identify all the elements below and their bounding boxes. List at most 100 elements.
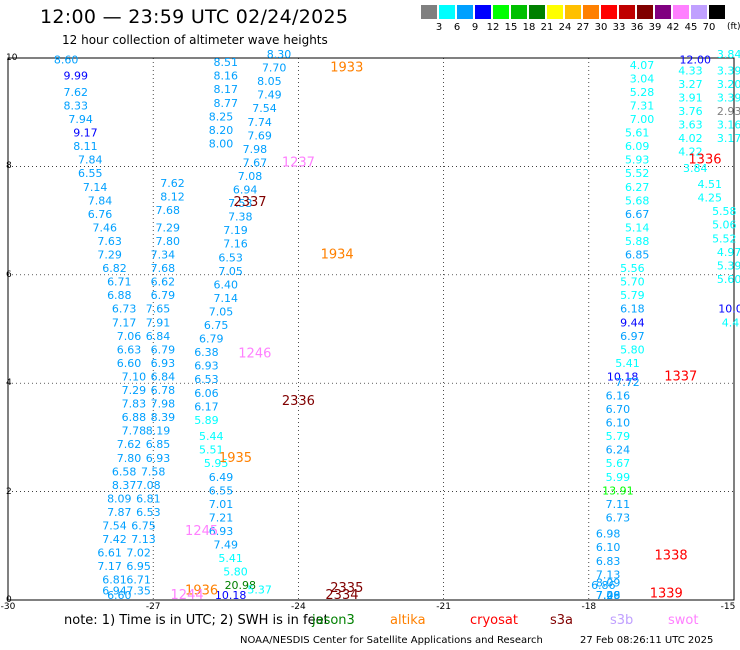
scale-swatch	[457, 5, 473, 19]
wave-height-label: 6.93	[146, 452, 171, 465]
wave-height-label: 8.30	[267, 48, 292, 61]
wave-height-label: 7.69	[247, 129, 272, 142]
scale-swatch	[511, 5, 527, 19]
wave-height-label: 2.93	[717, 105, 740, 118]
x-tick-label: -21	[436, 602, 451, 612]
wave-height-label: 7.83	[122, 398, 147, 411]
wave-height-label: 6.73	[606, 511, 631, 524]
wave-height-label: 6.71	[126, 574, 151, 587]
wave-height-label: 5.68	[625, 194, 650, 207]
pass-time-label: 1933	[330, 61, 363, 76]
y-tick-label: 2	[6, 486, 12, 497]
wave-height-label: 5.61	[625, 127, 650, 140]
wave-height-label: 5.52	[625, 167, 650, 180]
wave-height-label: 8.51	[214, 56, 239, 69]
scale-swatch	[655, 5, 671, 19]
wave-height-label: 8.09	[107, 492, 132, 505]
wave-height-label: 7.08	[136, 479, 161, 492]
wave-height-label: 6.70	[606, 403, 631, 416]
wave-height-label: 6.93	[151, 357, 176, 370]
wave-height-label: 5.41	[218, 552, 243, 565]
wave-height-label: 7.87	[107, 506, 132, 519]
wave-height-label: 7.58	[141, 465, 166, 478]
scale-swatch	[583, 5, 599, 19]
wave-height-label: 5.44	[199, 430, 224, 443]
scale-tick-label: 39	[648, 22, 662, 33]
scale-swatch	[673, 5, 689, 19]
wave-height-label: 6.73	[112, 303, 137, 316]
wave-height-label: 7.06	[117, 330, 142, 343]
wave-height-label: 3.76	[678, 105, 703, 118]
legend-item-swot: swot	[668, 613, 699, 628]
wave-height-label: 7.11	[606, 498, 631, 511]
scale-tick-label: 33	[612, 22, 626, 33]
pass-time-label: 1246	[238, 347, 271, 362]
scale-tick-label: 15	[504, 22, 518, 33]
legend-item-s3b: s3b	[610, 613, 634, 628]
wave-height-label: 5.79	[606, 430, 631, 443]
wave-height-label: 10.18	[215, 589, 247, 602]
wave-height-label: 9.99	[64, 70, 89, 83]
wave-height-label: 3.27	[678, 78, 703, 91]
scale-swatch	[565, 5, 581, 19]
wave-height-label: 5.60	[717, 273, 740, 286]
wave-height-label: 3.39	[717, 91, 740, 104]
wave-height-label: 7.46	[596, 589, 621, 602]
scale-tick-label: 9	[471, 22, 479, 33]
wave-height-label: 8.33	[64, 99, 89, 112]
wave-height-label: 6.82	[102, 262, 127, 275]
wave-height-label: 6.40	[214, 278, 239, 291]
wave-height-label: 8.16	[214, 70, 239, 83]
x-tick-label: -18	[581, 602, 597, 612]
wave-height-label: 8.60	[54, 53, 79, 66]
wave-height-label: 7.54	[252, 102, 277, 115]
wave-height-label: 4.51	[698, 178, 723, 191]
wave-height-label: 7.53	[228, 197, 253, 210]
wave-height-label: 6.84	[146, 330, 171, 343]
wave-height-label: 7.70	[262, 62, 287, 75]
pass-time-label: 1244	[171, 588, 204, 603]
wave-height-label: 7.19	[223, 224, 248, 237]
wave-height-label: 5.14	[625, 221, 650, 234]
wave-height-label: 9.44	[620, 316, 645, 329]
pass-time-label: 1338	[655, 548, 688, 563]
scale-tick-label: 42	[666, 22, 680, 33]
plot-frame	[7, 57, 735, 601]
wave-height-label: 7.14	[214, 292, 239, 305]
wave-height-label: 6.93	[209, 525, 234, 538]
wave-height-label: 6.85	[146, 438, 171, 451]
wave-height-label: 6.81	[136, 492, 161, 505]
wave-height-label: 7.13	[596, 568, 621, 581]
pass-time-label: 1339	[650, 586, 683, 601]
scale-swatch	[439, 5, 455, 19]
wave-height-label: 6.53	[136, 506, 161, 519]
pass-time-label: 1337	[664, 369, 697, 384]
scale-swatch	[637, 5, 653, 19]
scale-swatch	[475, 5, 491, 19]
wave-height-label: 7.98	[243, 143, 268, 156]
wave-height-label: 5.95	[204, 457, 229, 470]
wave-height-label: 7.38	[228, 211, 253, 224]
y-tick-label: 6	[6, 269, 12, 280]
wave-height-label: 5.89	[194, 414, 219, 427]
scale-swatch	[709, 5, 725, 19]
wave-height-label: 7.72	[615, 376, 640, 389]
wave-height-label: 5.52	[712, 232, 737, 245]
wave-height-label: 7.02	[126, 547, 151, 560]
wave-height-label: 7.17	[97, 560, 122, 573]
wave-height-label: 12.00	[680, 53, 712, 66]
pass-time-label: 1936	[185, 584, 218, 599]
scale-swatch	[421, 5, 437, 19]
wave-height-label: 5.79	[620, 289, 645, 302]
wave-height-label: 7.17	[112, 316, 137, 329]
wave-height-label: 5.99	[606, 471, 631, 484]
wave-height-label: 4.22	[678, 146, 703, 159]
wave-height-label: 9.17	[73, 127, 98, 140]
wave-height-label: 3.16	[717, 118, 740, 131]
wave-height-label: 3.17	[717, 132, 740, 145]
wave-height-label: 7.80	[117, 452, 142, 465]
wave-height-label: 5.67	[606, 457, 631, 470]
wave-height-label: 6.38	[194, 346, 219, 359]
scale-tick-label: 45	[684, 22, 698, 33]
chart-subtitle: 12 hour collection of altimeter wave hei…	[62, 33, 328, 47]
